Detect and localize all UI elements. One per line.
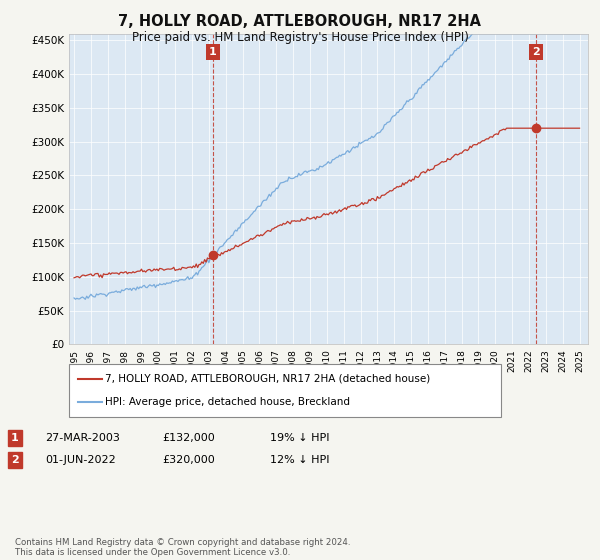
Text: 7, HOLLY ROAD, ATTLEBOROUGH, NR17 2HA (detached house): 7, HOLLY ROAD, ATTLEBOROUGH, NR17 2HA (d… bbox=[105, 374, 430, 384]
Text: 27-MAR-2003: 27-MAR-2003 bbox=[45, 433, 120, 443]
Text: Price paid vs. HM Land Registry's House Price Index (HPI): Price paid vs. HM Land Registry's House … bbox=[131, 31, 469, 44]
Text: 12% ↓ HPI: 12% ↓ HPI bbox=[270, 455, 329, 465]
Text: £132,000: £132,000 bbox=[162, 433, 215, 443]
Text: £320,000: £320,000 bbox=[162, 455, 215, 465]
Text: 1: 1 bbox=[11, 433, 19, 443]
Text: 2: 2 bbox=[532, 47, 540, 57]
Text: 2: 2 bbox=[11, 455, 19, 465]
Text: 7, HOLLY ROAD, ATTLEBOROUGH, NR17 2HA: 7, HOLLY ROAD, ATTLEBOROUGH, NR17 2HA bbox=[119, 14, 482, 29]
Text: 01-JUN-2022: 01-JUN-2022 bbox=[45, 455, 116, 465]
Text: 1: 1 bbox=[209, 47, 217, 57]
Text: 19% ↓ HPI: 19% ↓ HPI bbox=[270, 433, 329, 443]
Text: Contains HM Land Registry data © Crown copyright and database right 2024.
This d: Contains HM Land Registry data © Crown c… bbox=[15, 538, 350, 557]
Text: HPI: Average price, detached house, Breckland: HPI: Average price, detached house, Brec… bbox=[105, 397, 350, 407]
